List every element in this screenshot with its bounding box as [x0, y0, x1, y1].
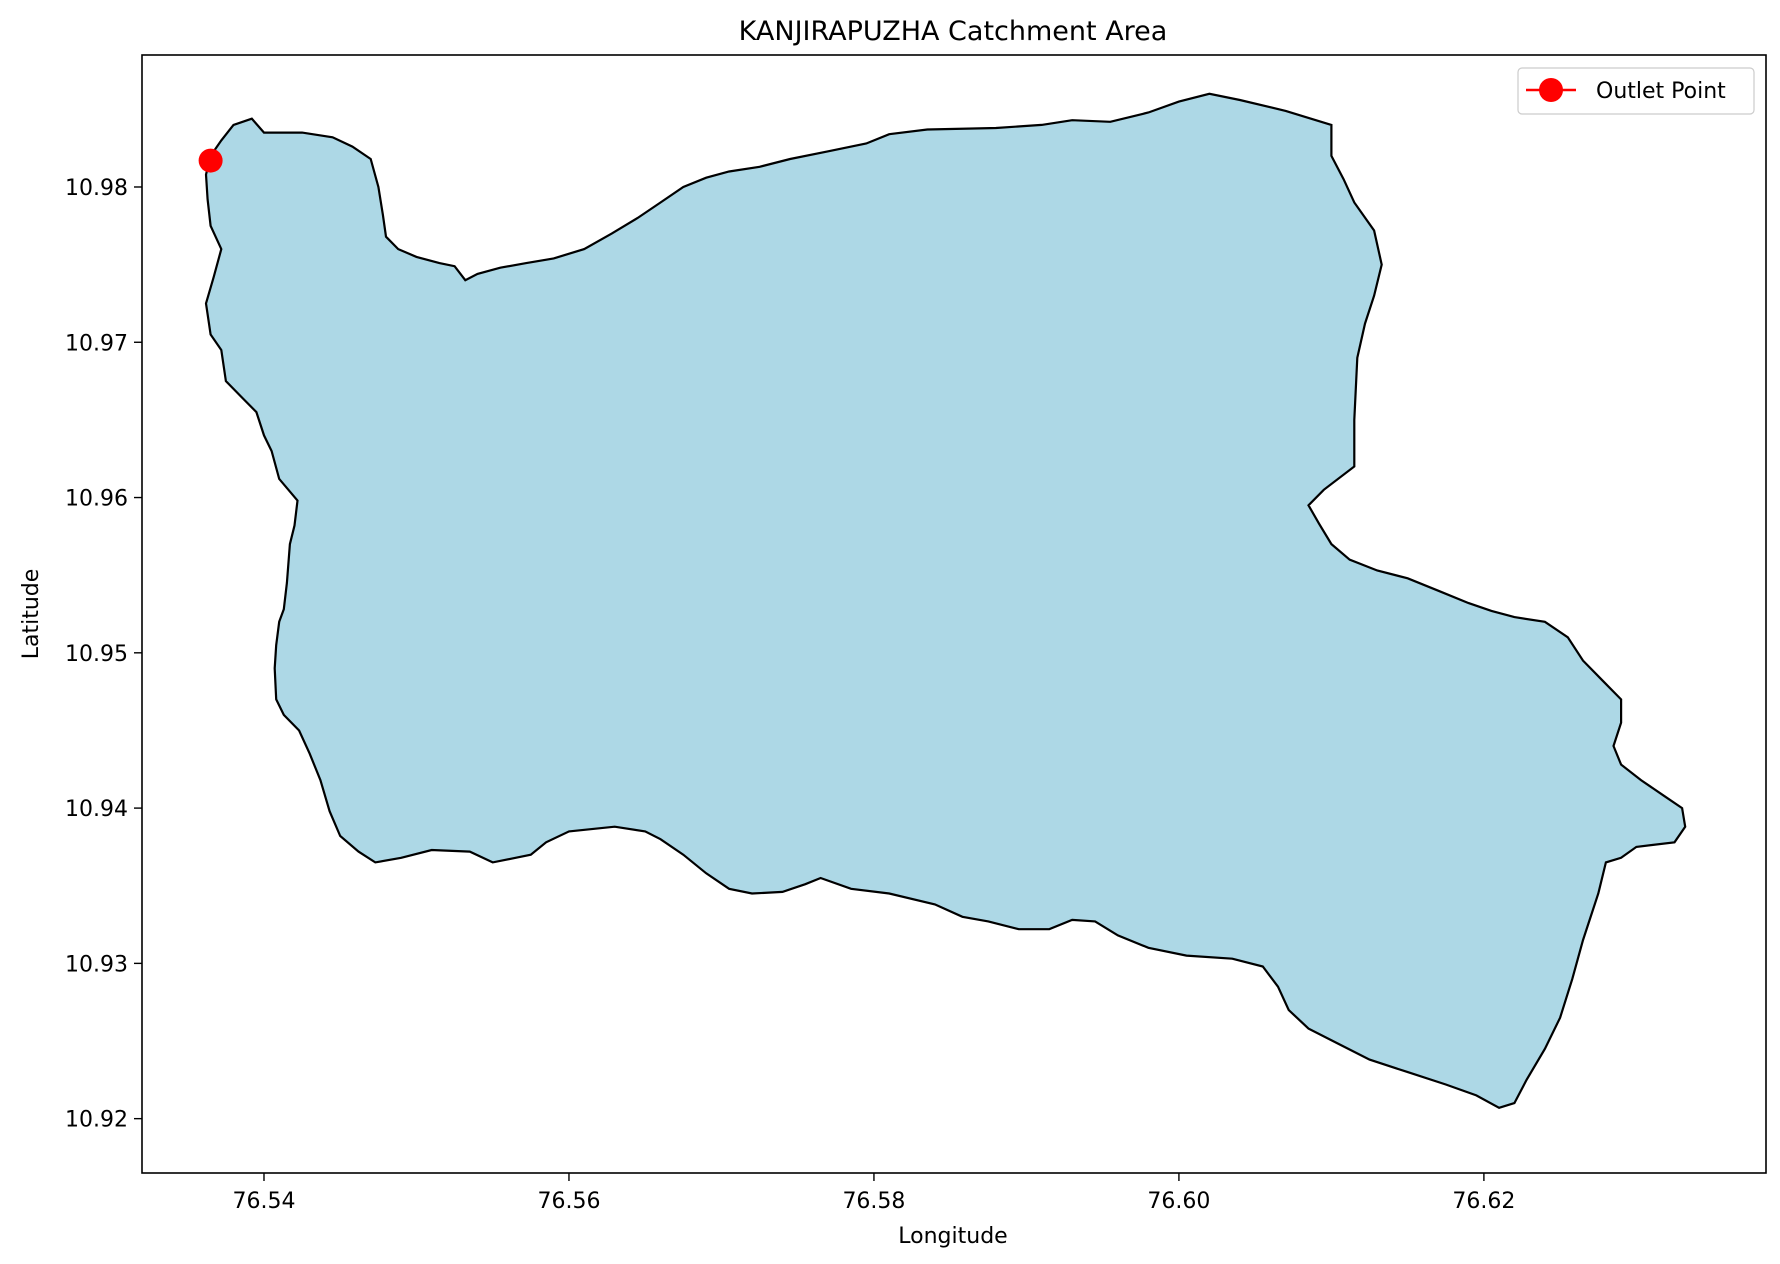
- y-axis-label: Latitude: [19, 569, 44, 660]
- chart-title: KANJIRAPUZHA Catchment Area: [739, 16, 1168, 47]
- x-tick-label: 76.60: [1147, 1189, 1210, 1214]
- x-tick-label: 76.58: [842, 1189, 905, 1214]
- x-tick-label: 76.62: [1452, 1189, 1515, 1214]
- x-axis-label: Longitude: [898, 1224, 1007, 1249]
- y-tick-label: 10.98: [65, 176, 128, 201]
- outlet-points-layer: [198, 148, 223, 173]
- catchment-polygon: [204, 92, 1687, 1109]
- y-axis-ticks: 10.92 10.93 10.94 10.95 10.96 10.97 10.98: [65, 176, 142, 1133]
- y-tick-label: 10.94: [65, 797, 128, 822]
- x-tick-label: 76.54: [232, 1189, 295, 1214]
- legend-label-outlet-point: Outlet Point: [1596, 79, 1726, 104]
- x-tick-label: 76.56: [537, 1189, 600, 1214]
- plot-area: [141, 54, 1767, 1174]
- y-tick-label: 10.92: [65, 1108, 128, 1133]
- legend-marker-swatch: [1539, 78, 1563, 102]
- y-tick-label: 10.93: [65, 952, 128, 977]
- legend: Outlet Point: [1517, 67, 1755, 115]
- y-tick-label: 10.95: [65, 642, 128, 667]
- x-axis-ticks: 76.54 76.56 76.58 76.60 76.62: [232, 1173, 1515, 1214]
- y-tick-label: 10.96: [65, 487, 128, 512]
- legend-box: [1517, 67, 1755, 115]
- axes-frame: [141, 54, 1767, 1174]
- y-tick-label: 10.97: [65, 331, 128, 356]
- outlet-point-marker: [198, 148, 223, 173]
